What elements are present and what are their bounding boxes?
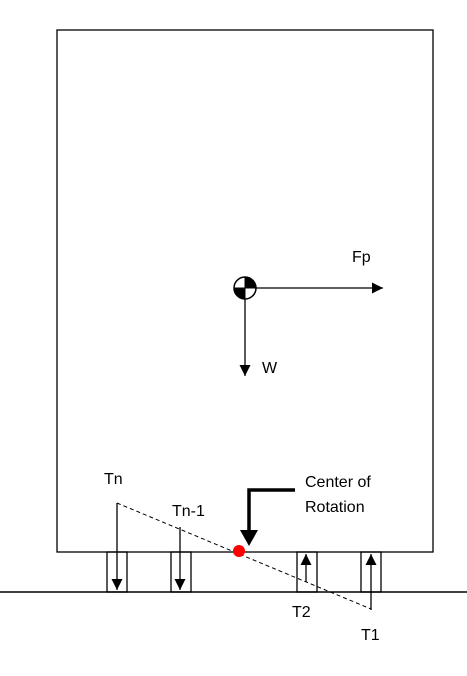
center-of-rotation-pointer-head	[240, 530, 258, 546]
t2-label: T2	[292, 604, 311, 621]
center-of-rotation-pointer	[247, 488, 295, 534]
t1-label: T1	[361, 627, 380, 644]
tn-1-label: Tn-1	[172, 503, 205, 520]
center-of-rotation-label-line2: Rotation	[305, 499, 365, 516]
building-body	[56, 29, 434, 553]
center-of-rotation-label-line1: Center of	[305, 474, 371, 491]
tn-label: Tn	[104, 471, 123, 488]
w-label: W	[262, 360, 278, 377]
anchor-box-tn-1	[170, 551, 192, 593]
center-of-rotation-dot	[233, 545, 245, 557]
rotation-line	[116, 502, 372, 610]
anchor-box-t2	[296, 551, 318, 593]
fp-label: Fp	[352, 249, 371, 266]
center-of-gravity-icon	[233, 276, 257, 300]
